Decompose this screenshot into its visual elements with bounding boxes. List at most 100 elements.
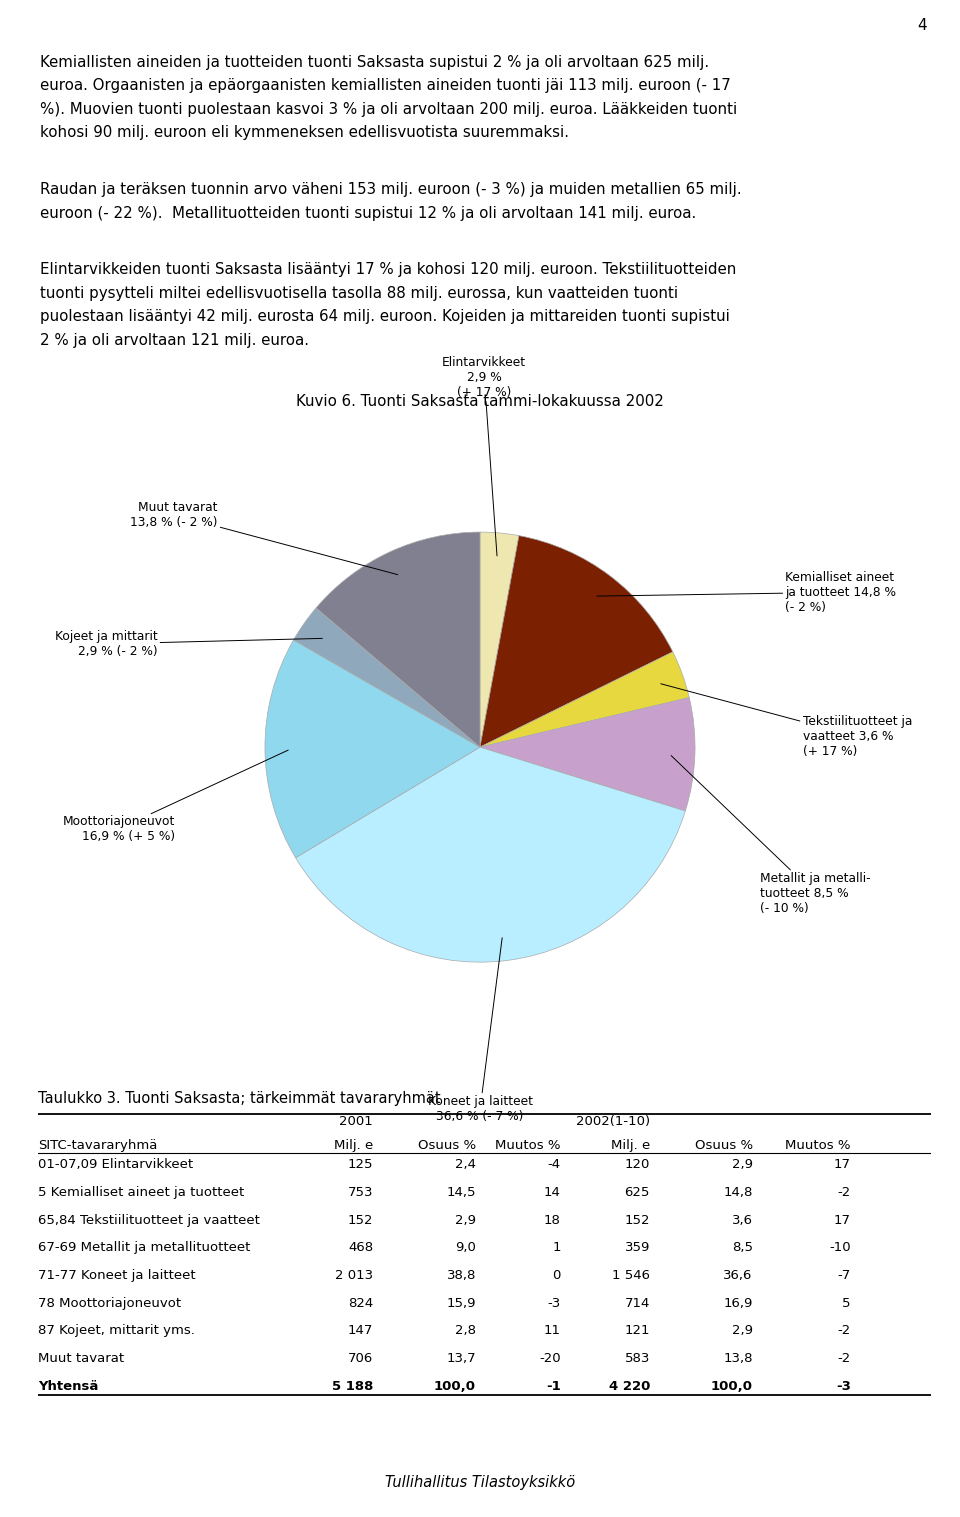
Text: Osuus %: Osuus % xyxy=(418,1139,476,1151)
Text: -7: -7 xyxy=(837,1270,851,1282)
Text: 1 546: 1 546 xyxy=(612,1270,650,1282)
Text: 3,6: 3,6 xyxy=(732,1214,753,1227)
Text: Muut tavarat: Muut tavarat xyxy=(38,1352,125,1365)
Text: 5 188: 5 188 xyxy=(332,1380,373,1393)
Text: 714: 714 xyxy=(625,1297,650,1309)
Text: Tekstiilituotteet ja
vaatteet 3,6 %
(+ 17 %): Tekstiilituotteet ja vaatteet 3,6 % (+ 1… xyxy=(660,684,912,758)
Text: euroon (- 22 %).  Metallituotteiden tuonti supistui 12 % ja oli arvoltaan 141 mi: euroon (- 22 %). Metallituotteiden tuont… xyxy=(40,206,697,220)
Wedge shape xyxy=(265,640,480,857)
Wedge shape xyxy=(480,532,519,748)
Text: Kemiallisten aineiden ja tuotteiden tuonti Saksasta supistui 2 % ja oli arvoltaa: Kemiallisten aineiden ja tuotteiden tuon… xyxy=(40,55,709,70)
Text: 121: 121 xyxy=(624,1324,650,1338)
Text: -3: -3 xyxy=(836,1380,851,1393)
Text: SITC-tavararyhmä: SITC-tavararyhmä xyxy=(38,1139,157,1151)
Text: 67-69 Metallit ja metallituotteet: 67-69 Metallit ja metallituotteet xyxy=(38,1241,251,1255)
Text: 65,84 Tekstiilituotteet ja vaatteet: 65,84 Tekstiilituotteet ja vaatteet xyxy=(38,1214,260,1227)
Text: 14,8: 14,8 xyxy=(723,1186,753,1198)
Text: Elintarvikkeet
2,9 %
(+ 17 %): Elintarvikkeet 2,9 % (+ 17 %) xyxy=(443,356,526,555)
Text: 5 Kemialliset aineet ja tuotteet: 5 Kemialliset aineet ja tuotteet xyxy=(38,1186,245,1198)
Text: 87 Kojeet, mittarit yms.: 87 Kojeet, mittarit yms. xyxy=(38,1324,195,1338)
Text: 38,8: 38,8 xyxy=(446,1270,476,1282)
Text: -3: -3 xyxy=(547,1297,561,1309)
Text: Moottoriajoneuvot
16,9 % (+ 5 %): Moottoriajoneuvot 16,9 % (+ 5 %) xyxy=(62,749,288,843)
Text: 2 % ja oli arvoltaan 121 milj. euroa.: 2 % ja oli arvoltaan 121 milj. euroa. xyxy=(40,334,309,347)
Text: 1: 1 xyxy=(552,1241,561,1255)
Text: -4: -4 xyxy=(547,1159,561,1171)
Text: %). Muovien tuonti puolestaan kasvoi 3 % ja oli arvoltaan 200 milj. euroa. Lääkk: %). Muovien tuonti puolestaan kasvoi 3 %… xyxy=(40,102,737,117)
Text: Metallit ja metalli-
tuotteet 8,5 %
(- 10 %): Metallit ja metalli- tuotteet 8,5 % (- 1… xyxy=(671,755,870,915)
Wedge shape xyxy=(296,748,685,962)
Text: 359: 359 xyxy=(625,1241,650,1255)
Text: 2,8: 2,8 xyxy=(455,1324,476,1338)
Text: 17: 17 xyxy=(834,1159,851,1171)
Text: 78 Moottoriajoneuvot: 78 Moottoriajoneuvot xyxy=(38,1297,181,1309)
Text: 824: 824 xyxy=(348,1297,373,1309)
Text: Milj. e: Milj. e xyxy=(611,1139,650,1151)
Text: 36,6: 36,6 xyxy=(723,1270,753,1282)
Text: 17: 17 xyxy=(834,1214,851,1227)
Text: 16,9: 16,9 xyxy=(723,1297,753,1309)
Text: 753: 753 xyxy=(348,1186,373,1198)
Wedge shape xyxy=(480,652,689,748)
Text: 152: 152 xyxy=(348,1214,373,1227)
Text: Muutos %: Muutos % xyxy=(785,1139,851,1151)
Text: 18: 18 xyxy=(543,1214,561,1227)
Text: 2002(1-10): 2002(1-10) xyxy=(576,1115,650,1129)
Text: 9,0: 9,0 xyxy=(455,1241,476,1255)
Text: Muut tavarat
13,8 % (- 2 %): Muut tavarat 13,8 % (- 2 %) xyxy=(131,501,397,575)
Text: euroa. Orgaanisten ja epäorgaanisten kemiallisten aineiden tuonti jäi 113 milj. : euroa. Orgaanisten ja epäorgaanisten kem… xyxy=(40,77,732,93)
Text: Muutos %: Muutos % xyxy=(495,1139,561,1151)
Text: 2001: 2001 xyxy=(340,1115,373,1129)
Text: kohosi 90 milj. euroon eli kymmeneksen edellisvuotista suuremmaksi.: kohosi 90 milj. euroon eli kymmeneksen e… xyxy=(40,126,569,140)
Text: puolestaan lisääntyi 42 milj. eurosta 64 milj. euroon. Kojeiden ja mittareiden t: puolestaan lisääntyi 42 milj. eurosta 64… xyxy=(40,309,731,325)
Text: Milj. e: Milj. e xyxy=(334,1139,373,1151)
Wedge shape xyxy=(316,532,480,748)
Text: 5: 5 xyxy=(842,1297,851,1309)
Text: 14,5: 14,5 xyxy=(446,1186,476,1198)
Text: Koneet ja laitteet
36,6 % (- 7 %): Koneet ja laitteet 36,6 % (- 7 %) xyxy=(427,938,533,1124)
Text: -2: -2 xyxy=(837,1352,851,1365)
Text: Osuus %: Osuus % xyxy=(694,1139,753,1151)
Text: 147: 147 xyxy=(348,1324,373,1338)
Text: 11: 11 xyxy=(543,1324,561,1338)
Text: 152: 152 xyxy=(624,1214,650,1227)
Text: 2,9: 2,9 xyxy=(455,1214,476,1227)
Text: 2,4: 2,4 xyxy=(455,1159,476,1171)
Text: 583: 583 xyxy=(625,1352,650,1365)
Text: 0: 0 xyxy=(552,1270,561,1282)
Text: 706: 706 xyxy=(348,1352,373,1365)
Text: 14: 14 xyxy=(543,1186,561,1198)
Wedge shape xyxy=(294,608,480,748)
Text: 2,9: 2,9 xyxy=(732,1159,753,1171)
Text: Taulukko 3. Tuonti Saksasta; tärkeimmät tavararyhmät: Taulukko 3. Tuonti Saksasta; tärkeimmät … xyxy=(38,1091,441,1106)
Text: Kuvio 6. Tuonti Saksasta tammi-lokakuussa 2002: Kuvio 6. Tuonti Saksasta tammi-lokakuuss… xyxy=(296,394,664,410)
Text: 71-77 Koneet ja laitteet: 71-77 Koneet ja laitteet xyxy=(38,1270,196,1282)
Text: 13,8: 13,8 xyxy=(723,1352,753,1365)
Text: 13,7: 13,7 xyxy=(446,1352,476,1365)
Text: 01-07,09 Elintarvikkeet: 01-07,09 Elintarvikkeet xyxy=(38,1159,194,1171)
Text: 4: 4 xyxy=(917,18,926,33)
Text: 125: 125 xyxy=(348,1159,373,1171)
Text: 468: 468 xyxy=(348,1241,373,1255)
Text: 15,9: 15,9 xyxy=(446,1297,476,1309)
Text: Elintarvikkeiden tuonti Saksasta lisääntyi 17 % ja kohosi 120 milj. euroon. Teks: Elintarvikkeiden tuonti Saksasta lisäänt… xyxy=(40,262,736,278)
Text: Raudan ja teräksen tuonnin arvo väheni 153 milj. euroon (- 3 %) ja muiden metall: Raudan ja teräksen tuonnin arvo väheni 1… xyxy=(40,182,742,197)
Text: Kojeet ja mittarit
2,9 % (- 2 %): Kojeet ja mittarit 2,9 % (- 2 %) xyxy=(55,630,323,658)
Text: -2: -2 xyxy=(837,1324,851,1338)
Wedge shape xyxy=(480,698,695,812)
Text: 100,0: 100,0 xyxy=(434,1380,476,1393)
Text: tuonti pysytteli miltei edellisvuotisella tasolla 88 milj. eurossa, kun vaatteid: tuonti pysytteli miltei edellisvuotisell… xyxy=(40,287,679,300)
Text: -20: -20 xyxy=(540,1352,561,1365)
Text: 625: 625 xyxy=(625,1186,650,1198)
Text: 8,5: 8,5 xyxy=(732,1241,753,1255)
Text: -10: -10 xyxy=(829,1241,851,1255)
Text: 2 013: 2 013 xyxy=(335,1270,373,1282)
Text: 120: 120 xyxy=(625,1159,650,1171)
Text: 4 220: 4 220 xyxy=(609,1380,650,1393)
Text: Tullihallitus Tilastoyksikkö: Tullihallitus Tilastoyksikkö xyxy=(385,1475,575,1490)
Text: -1: -1 xyxy=(546,1380,561,1393)
Wedge shape xyxy=(480,536,673,748)
Text: 100,0: 100,0 xyxy=(710,1380,753,1393)
Text: -2: -2 xyxy=(837,1186,851,1198)
Text: Kemialliset aineet
ja tuotteet 14,8 %
(- 2 %): Kemialliset aineet ja tuotteet 14,8 % (-… xyxy=(597,570,897,614)
